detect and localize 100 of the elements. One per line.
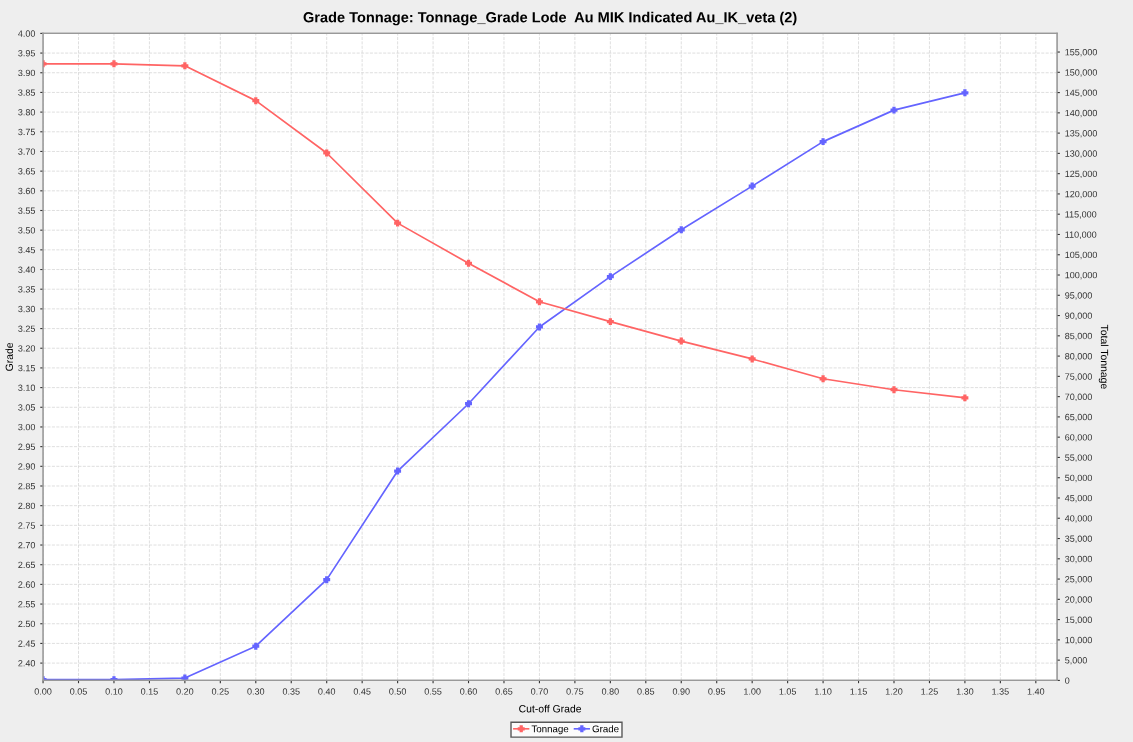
x-tick-label: 1.25 [921, 688, 938, 695]
y-tick-label: 3.15 [18, 364, 36, 372]
y2-tick-label: 5,000 [1065, 657, 1087, 665]
y2-tick-label: 55,000 [1065, 454, 1092, 462]
y2-tick-label: 25,000 [1065, 576, 1092, 584]
x-tick-label: 0.45 [353, 688, 371, 695]
y2-tick-label: 90,000 [1065, 312, 1092, 320]
y-tick-label: 3.90 [18, 69, 36, 77]
y-tick-label: 2.55 [18, 601, 36, 608]
y-tick-label: 2.40 [18, 660, 36, 667]
y2-tick-label: 70,000 [1065, 393, 1092, 402]
y2-axis-title: Total Tonnage [1098, 324, 1109, 389]
y2-tick-label: 35,000 [1065, 535, 1092, 543]
y2-tick-label: 15,000 [1065, 616, 1092, 625]
x-tick-label: 0.40 [318, 688, 336, 695]
x-tick-label: 1.40 [1027, 688, 1045, 695]
y-axis-title: Grade [5, 342, 14, 371]
y2-tick-label: 110,000 [1065, 231, 1097, 239]
x-tick-label: 0.55 [424, 688, 442, 695]
y2-tick-label: 65,000 [1065, 413, 1092, 422]
x-tick-label: 0.35 [282, 688, 300, 695]
y-tick-label: 3.40 [18, 266, 36, 273]
y-tick-label: 3.05 [18, 404, 36, 411]
x-tick-label: 0.30 [247, 688, 265, 695]
legend-label: Grade [592, 725, 619, 733]
y2-tick-label: 150,000 [1065, 69, 1098, 77]
y-tick-label: 2.60 [18, 581, 36, 588]
chart-title: Grade Tonnage: Tonnage_Grade Lode Au MIK Indicated Au_IK_veta (2) [303, 11, 797, 26]
y2-tick-label: 45,000 [1064, 494, 1092, 503]
y2-tick-label: 140,000 [1065, 109, 1098, 118]
y2-tick-label: 120,000 [1065, 190, 1098, 199]
x-tick-label: 0.50 [389, 688, 407, 695]
y-tick-label: 3.55 [18, 207, 36, 214]
y2-tick-label: 85,000 [1065, 332, 1092, 341]
x-tick-label: 0.90 [672, 688, 690, 695]
x-tick-label: 1.05 [779, 688, 797, 695]
y-tick-label: 3.95 [18, 50, 36, 57]
x-tick-label: 0.05 [70, 688, 87, 695]
legend-label: Tonnage [531, 725, 569, 735]
x-tick-label: 0.00 [34, 688, 52, 695]
y-tick-label: 3.80 [18, 109, 36, 116]
y2-tick-label: 130,000 [1065, 150, 1098, 158]
y-tick-label: 4.00 [18, 30, 36, 37]
y-tick-label: 2.65 [18, 561, 36, 569]
y-tick-label: 3.10 [18, 384, 36, 391]
y2-tick-label: 75,000 [1065, 373, 1092, 381]
x-tick-label: 0.80 [601, 688, 619, 695]
y2-tick-label: 135,000 [1065, 130, 1098, 138]
y2-tick-label: 20,000 [1065, 596, 1092, 604]
y2-tick-label: 125,000 [1065, 170, 1098, 179]
y2-tick-label: 100,000 [1065, 271, 1098, 280]
y-tick-label: 3.25 [18, 325, 36, 332]
x-tick-label: 0.75 [566, 688, 584, 695]
y-tick-label: 3.60 [18, 187, 36, 195]
y-tick-label: 2.80 [18, 502, 36, 510]
y-tick-label: 3.75 [18, 128, 36, 136]
x-axis-title: Cut-off Grade [519, 704, 582, 713]
y-tick-label: 3.65 [18, 168, 36, 175]
x-tick-label: 1.20 [885, 688, 903, 695]
y-tick-label: 3.45 [18, 246, 36, 254]
x-tick-label: 0.95 [708, 688, 726, 695]
y-tick-label: 2.85 [18, 482, 36, 490]
x-tick-label: 1.35 [992, 688, 1009, 695]
y-tick-label: 3.30 [18, 305, 36, 313]
x-tick-label: 1.10 [814, 688, 832, 695]
y-tick-label: 2.90 [18, 463, 36, 470]
y-tick-label: 3.35 [18, 286, 36, 293]
x-tick-label: 0.85 [637, 688, 655, 695]
y-tick-label: 3.00 [18, 423, 36, 431]
x-tick-label: 0.60 [460, 688, 477, 695]
y2-tick-label: 105,000 [1065, 251, 1098, 260]
y-tick-label: 2.45 [18, 640, 36, 647]
x-tick-label: 1.30 [956, 688, 974, 695]
y-tick-label: 2.95 [18, 443, 36, 450]
x-tick-label: 0.70 [531, 688, 548, 695]
x-tick-label: 1.00 [744, 688, 761, 695]
y2-tick-label: 80,000 [1065, 353, 1092, 361]
y2-tick-label: 145,000 [1065, 89, 1098, 98]
y2-tick-label: 10,000 [1065, 636, 1092, 645]
y2-tick-label: 50,000 [1065, 474, 1092, 483]
y-tick-label: 2.75 [18, 522, 36, 529]
x-tick-label: 0.20 [176, 688, 194, 695]
x-tick-label: 0.10 [105, 688, 123, 695]
y-tick-label: 2.70 [18, 541, 36, 549]
x-tick-label: 1.15 [850, 688, 867, 695]
y-tick-label: 3.85 [18, 89, 36, 96]
y2-tick-label: 95,000 [1065, 292, 1092, 300]
x-tick-label: 0.25 [211, 688, 229, 695]
x-tick-label: 0.15 [140, 688, 158, 695]
y2-tick-label: 115,000 [1065, 211, 1097, 219]
x-tick-label: 0.65 [495, 688, 513, 695]
y-tick-label: 3.70 [18, 148, 36, 155]
y2-tick-label: 0 [1065, 677, 1070, 684]
y-tick-label: 3.20 [18, 345, 36, 352]
y2-tick-label: 40,000 [1064, 515, 1092, 523]
y2-tick-label: 155,000 [1065, 49, 1098, 57]
y-tick-label: 2.50 [18, 620, 36, 628]
y-tick-label: 3.50 [18, 227, 36, 234]
y2-tick-label: 30,000 [1065, 555, 1092, 564]
y2-tick-label: 60,000 [1065, 434, 1092, 442]
